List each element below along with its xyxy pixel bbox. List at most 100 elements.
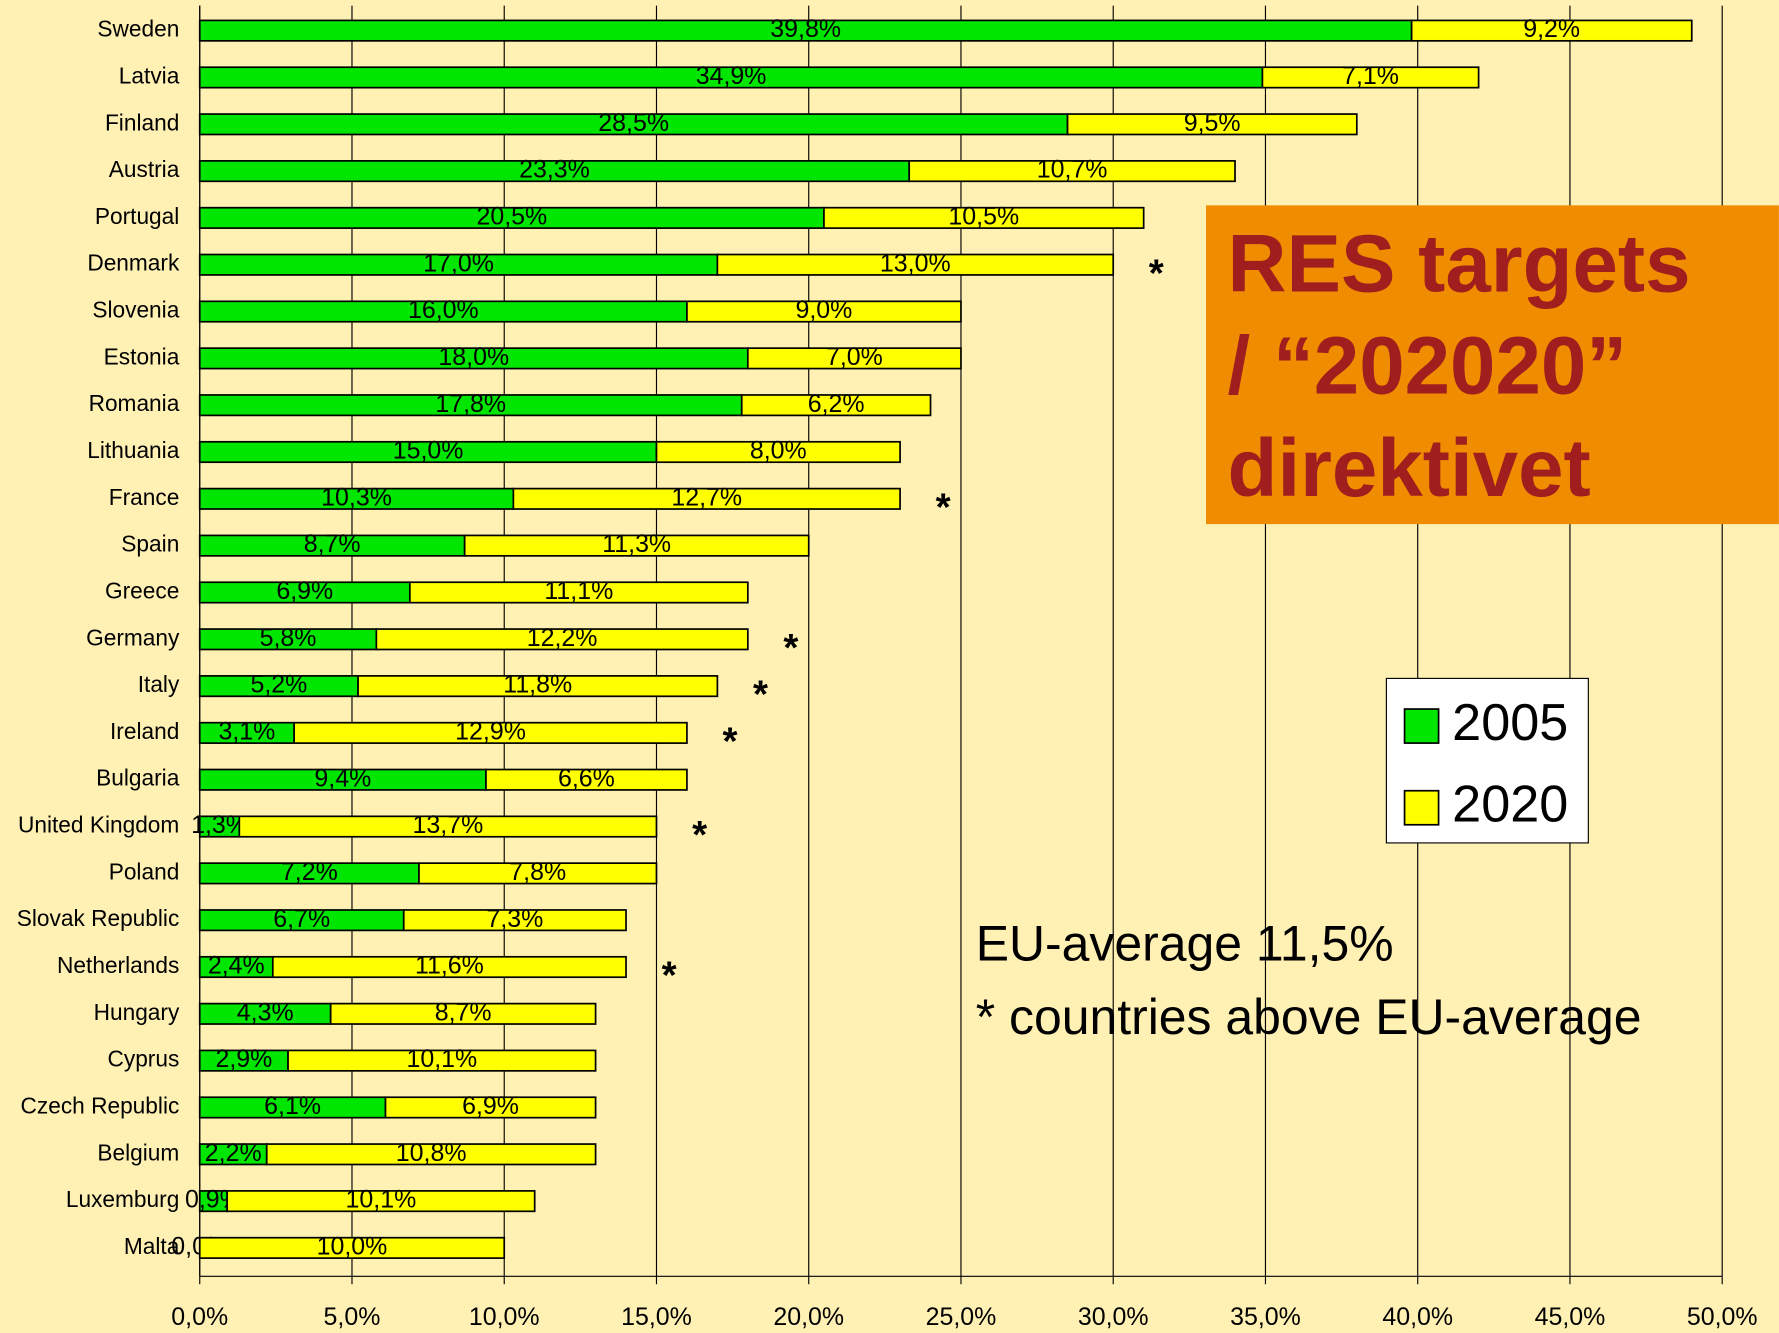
data-label: 10,3% — [321, 483, 392, 511]
y-tick-label: Bulgaria — [96, 765, 180, 791]
chart-title: / “202020” — [1228, 321, 1628, 412]
y-tick-label: Slovak Republic — [17, 905, 180, 931]
data-label: 2,2% — [205, 1139, 262, 1167]
bar-segment — [746, 347, 962, 370]
y-tick-label: Italy — [138, 671, 180, 697]
star-marker: * — [723, 720, 738, 763]
data-label: 11,3% — [602, 530, 671, 558]
bar-segment — [823, 206, 1145, 229]
star-marker: * — [783, 627, 798, 670]
x-tick-label: 10,0% — [469, 1303, 540, 1331]
chart-title: RES targets — [1228, 219, 1691, 310]
data-label: 28,5% — [598, 109, 669, 137]
data-label: 7,3% — [486, 905, 543, 933]
data-label: 2,9% — [215, 1045, 272, 1073]
bar-segment — [1261, 66, 1480, 89]
bar-segment — [271, 955, 627, 979]
data-label: 9,4% — [314, 764, 371, 792]
bar-segment — [198, 1236, 506, 1259]
legend-label: 2020 — [1452, 776, 1568, 834]
data-label: 23,3% — [519, 156, 590, 184]
bar-segment — [357, 675, 719, 698]
data-label: 11,8% — [503, 671, 572, 699]
data-label: 10,1% — [406, 1045, 477, 1073]
x-tick-label: 0,0% — [171, 1303, 228, 1331]
bar-segment — [1066, 113, 1358, 136]
bar-segment — [716, 253, 1115, 276]
y-tick-label: Finland — [105, 109, 179, 135]
x-tick-label: 15,0% — [621, 1303, 692, 1331]
bar-segment — [375, 628, 749, 651]
x-tick-label: 40,0% — [1382, 1303, 1453, 1331]
star-marker: * — [753, 674, 768, 717]
x-tick-label: 5,0% — [324, 1303, 381, 1331]
bar-segment — [329, 1002, 597, 1025]
data-label: 7,2% — [281, 858, 338, 886]
bar-segment — [287, 1049, 597, 1072]
y-tick-label: Denmark — [87, 250, 180, 276]
bar-segment — [485, 768, 688, 791]
bar-segment — [1410, 19, 1693, 42]
bar-segment — [418, 862, 658, 885]
y-tick-label: Sweden — [97, 16, 179, 42]
star-marker: * — [662, 955, 677, 998]
data-label: 6,7% — [273, 905, 330, 933]
data-label: 5,8% — [260, 624, 317, 652]
data-label: 7,1% — [1342, 62, 1399, 90]
data-label: 15,0% — [393, 437, 464, 465]
data-label: 10,8% — [396, 1139, 467, 1167]
y-tick-label: Malta — [124, 1233, 180, 1259]
data-label: 2,4% — [208, 952, 265, 980]
data-label: 39,8% — [770, 15, 841, 43]
y-tick-label: Poland — [109, 858, 180, 884]
data-label: 6,9% — [462, 1092, 519, 1120]
data-label: 11,6% — [415, 952, 484, 980]
bar-segment — [384, 1096, 597, 1119]
y-tick-label: France — [109, 484, 180, 510]
y-tick-label: Greece — [105, 577, 179, 603]
star-marker: * — [936, 486, 951, 529]
chart-title: direktivet — [1228, 423, 1591, 514]
data-label: 10,0% — [317, 1233, 388, 1261]
y-tick-label: Germany — [86, 624, 180, 650]
y-tick-label: Latvia — [119, 62, 180, 88]
y-tick-label: Lithuania — [87, 437, 179, 463]
data-label: 6,2% — [808, 390, 865, 418]
data-label: 6,6% — [558, 764, 615, 792]
data-label: 17,0% — [423, 249, 494, 277]
bar-segment — [463, 534, 810, 557]
bar-segment — [908, 160, 1236, 183]
legend-label: 2005 — [1452, 694, 1568, 752]
data-label: 10,1% — [346, 1186, 417, 1214]
data-label: 6,1% — [264, 1092, 321, 1120]
data-label: 20,5% — [476, 202, 547, 230]
data-label: 13,7% — [413, 811, 484, 839]
bar-segment — [402, 909, 627, 932]
data-label: 10,7% — [1037, 156, 1108, 184]
note: * countries above EU-average — [976, 989, 1642, 1045]
bar-segment — [238, 815, 658, 838]
y-tick-label: United Kingdom — [18, 812, 179, 838]
y-tick-label: Portugal — [95, 203, 179, 229]
data-label: 12,7% — [671, 483, 742, 511]
bar-segment — [655, 440, 901, 464]
y-tick-label: Austria — [109, 156, 180, 182]
data-label: 8,0% — [750, 437, 807, 465]
bar-segment — [408, 581, 749, 604]
data-label: 18,0% — [438, 343, 509, 371]
x-tick-label: 35,0% — [1230, 1303, 1301, 1331]
bar-segment — [740, 394, 932, 417]
x-tick-label: 30,0% — [1078, 1303, 1149, 1331]
bar-segment — [686, 300, 962, 323]
y-tick-label: Hungary — [94, 999, 180, 1025]
y-tick-label: Spain — [121, 531, 179, 557]
data-label: 12,9% — [455, 718, 526, 746]
bar-segment — [512, 487, 901, 510]
y-tick-label: Cyprus — [107, 1046, 179, 1072]
x-tick-label: 25,0% — [926, 1303, 997, 1331]
data-label: 3,1% — [219, 718, 276, 746]
data-label: 17,8% — [435, 390, 506, 418]
data-label: 9,2% — [1523, 15, 1580, 43]
